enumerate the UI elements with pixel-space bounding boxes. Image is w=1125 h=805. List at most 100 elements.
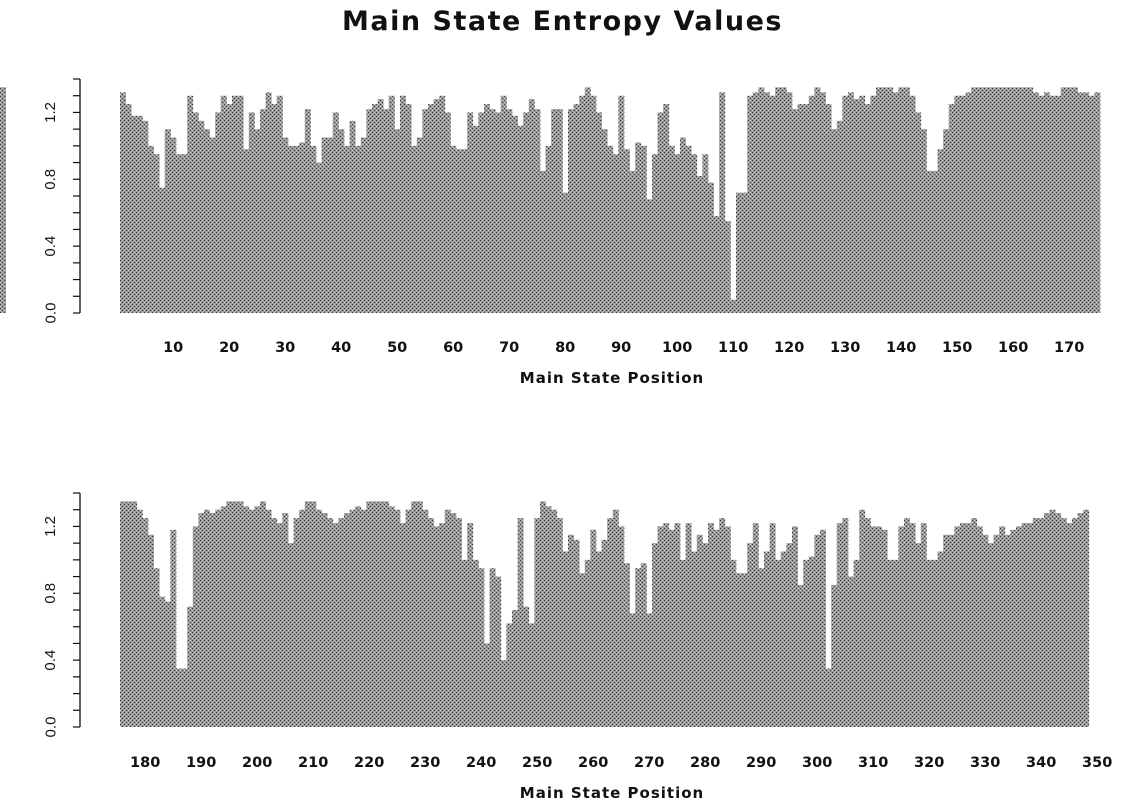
entropy-bar	[741, 573, 748, 727]
entropy-bar	[820, 529, 826, 727]
entropy-bar	[752, 92, 759, 314]
entropy-bar	[551, 109, 558, 313]
entropy-bar	[232, 95, 238, 314]
entropy-bar	[355, 506, 362, 727]
entropy-bar	[299, 509, 306, 727]
entropy-bar	[932, 559, 938, 727]
entropy-bar	[932, 170, 938, 313]
entropy-bar	[0, 87, 6, 313]
entropy-bar	[288, 543, 294, 727]
entropy-bar	[842, 518, 849, 727]
y-tick-label: 0.8	[42, 169, 59, 190]
entropy-bar	[349, 509, 356, 727]
entropy-bar	[187, 95, 194, 314]
entropy-bar	[377, 99, 384, 313]
entropy-bar	[792, 526, 798, 727]
x-tick-label: 20	[219, 340, 239, 356]
entropy-bar	[982, 87, 989, 313]
entropy-bar	[271, 104, 278, 313]
x-tick-label: 240	[466, 755, 496, 771]
entropy-bar	[965, 92, 972, 314]
entropy-bar	[971, 518, 978, 727]
entropy-bar	[808, 556, 815, 727]
entropy-bar	[848, 576, 854, 727]
entropy-bar	[848, 92, 854, 314]
entropy-bar	[444, 112, 451, 314]
entropy-bar	[713, 216, 720, 313]
entropy-bar	[265, 92, 272, 314]
x-tick-label: 290	[746, 755, 776, 771]
y-tick-label: 0.0	[42, 717, 59, 738]
entropy-bar	[444, 509, 451, 727]
entropy-bar	[209, 137, 216, 313]
entropy-bar	[248, 509, 255, 727]
x-tick-label: 220	[354, 755, 384, 771]
x-axis-label: Main State Position	[520, 784, 704, 802]
entropy-bar	[1032, 518, 1039, 727]
entropy-bar	[304, 109, 311, 313]
entropy-bar	[495, 576, 502, 727]
entropy-bar	[898, 87, 905, 313]
entropy-bar	[584, 87, 591, 313]
entropy-bar	[243, 149, 250, 313]
entropy-bar	[248, 112, 255, 314]
entropy-bar	[142, 120, 149, 313]
entropy-bar	[355, 145, 362, 313]
entropy-bar	[612, 154, 619, 313]
entropy-bar	[299, 142, 306, 313]
entropy-bar	[416, 137, 423, 313]
entropy-bar	[618, 526, 625, 727]
entropy-bar	[456, 518, 462, 727]
x-tick-label: 320	[914, 755, 944, 771]
entropy-bar	[360, 137, 367, 313]
entropy-bar	[1077, 513, 1084, 727]
x-tick-label: 250	[522, 755, 552, 771]
entropy-bar	[1055, 95, 1062, 314]
entropy-bar	[1077, 92, 1084, 314]
entropy-bar	[176, 154, 182, 313]
entropy-bar	[187, 606, 194, 727]
entropy-bar	[853, 559, 860, 727]
x-axis-label: Main State Position	[520, 369, 704, 387]
entropy-bar	[405, 104, 412, 313]
entropy-bar	[366, 109, 373, 313]
entropy-bar	[349, 120, 356, 313]
entropy-bar	[377, 501, 384, 727]
entropy-bar	[556, 518, 563, 727]
entropy-bar	[607, 518, 614, 727]
x-tick-label: 350	[1082, 755, 1112, 771]
entropy-bar	[411, 501, 418, 727]
entropy-bar	[534, 109, 541, 313]
entropy-bar	[1066, 87, 1073, 313]
entropy-bar	[892, 559, 899, 727]
entropy-bar	[629, 613, 636, 727]
entropy-bar	[937, 149, 944, 313]
entropy-bar	[696, 534, 703, 727]
entropy-bar	[904, 87, 910, 313]
entropy-bar	[635, 142, 642, 313]
entropy-bar	[304, 501, 311, 727]
entropy-bar	[192, 526, 199, 727]
y-tick-label: 0.4	[42, 650, 59, 671]
entropy-bar	[489, 109, 496, 313]
entropy-bar	[288, 145, 294, 313]
chart-panel-top: 0.0 0.4 0.8 1.2 10 20 30 40 50 60 70 80 90 100 110 120 1…	[0, 78, 1101, 387]
entropy-bar	[652, 543, 658, 727]
entropy-bar	[422, 509, 429, 727]
entropy-bar	[674, 523, 681, 727]
entropy-bar	[786, 92, 793, 314]
entropy-bar	[512, 115, 518, 314]
entropy-bar	[937, 551, 944, 727]
entropy-bar	[780, 87, 787, 313]
entropy-bar	[1016, 87, 1022, 313]
entropy-bar	[943, 129, 950, 313]
entropy-bar	[416, 501, 423, 727]
entropy-bar	[489, 568, 496, 727]
entropy-bar	[579, 95, 586, 314]
entropy-bar	[1072, 87, 1078, 313]
entropy-bar	[881, 87, 888, 313]
entropy-bar	[316, 162, 322, 313]
entropy-bar	[484, 104, 490, 313]
